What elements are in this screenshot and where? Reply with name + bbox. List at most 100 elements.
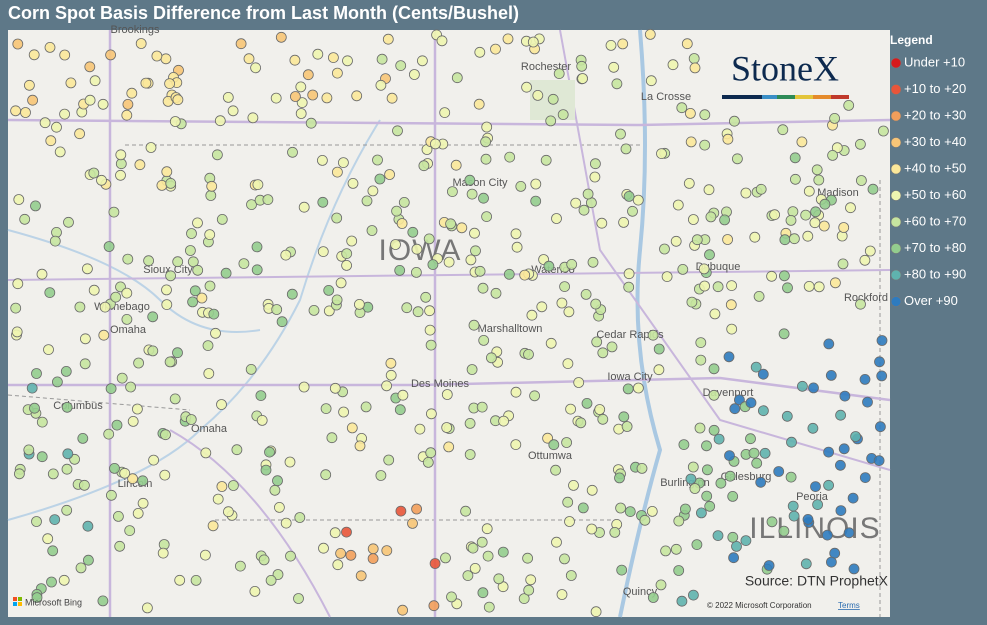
station-dot	[42, 533, 54, 545]
station-dot	[103, 428, 115, 440]
city-label: Cedar Rapids	[596, 329, 664, 341]
station-dot	[294, 512, 306, 523]
station-dot	[636, 462, 648, 474]
station-dot	[98, 329, 110, 341]
station-dot	[493, 573, 505, 585]
station-dot	[31, 516, 42, 527]
station-dot	[165, 270, 177, 282]
station-dot	[214, 115, 226, 127]
station-dot	[477, 587, 489, 599]
station-dot	[210, 327, 221, 339]
city-label: Columbus	[53, 400, 103, 412]
station-dot	[526, 309, 538, 321]
station-dot	[116, 372, 128, 384]
station-dot	[577, 73, 588, 84]
station-dot	[59, 108, 70, 120]
station-dot	[79, 479, 90, 491]
station-dot	[108, 206, 120, 218]
station-dot	[147, 311, 159, 323]
station-dot	[397, 604, 409, 616]
station-dot	[428, 600, 440, 612]
station-dot	[222, 92, 234, 103]
station-dot	[44, 42, 56, 53]
station-dot	[271, 304, 283, 315]
station-dot	[134, 159, 146, 171]
station-dot	[661, 271, 673, 283]
station-dot	[79, 358, 91, 370]
station-dot	[705, 211, 717, 223]
station-dot	[566, 258, 578, 270]
station-dot	[19, 213, 31, 225]
station-dot	[446, 591, 457, 603]
station-dot	[818, 220, 830, 232]
legend-label: Over +90	[904, 293, 958, 308]
station-dot	[246, 199, 257, 211]
station-dot	[207, 520, 219, 532]
station-dot	[611, 78, 623, 90]
station-dot	[540, 154, 552, 166]
station-dot	[414, 423, 426, 435]
station-dot	[766, 270, 777, 282]
station-dot	[372, 154, 383, 166]
station-dot	[172, 347, 183, 359]
station-dot	[800, 558, 812, 570]
station-dot	[59, 49, 71, 61]
station-dot	[703, 184, 715, 196]
station-dot	[192, 217, 203, 229]
station-dot	[790, 173, 801, 185]
station-dot	[755, 476, 767, 488]
station-dot	[680, 503, 691, 515]
station-dot	[424, 324, 436, 336]
station-dot	[490, 43, 501, 55]
station-dot	[483, 601, 495, 613]
legend-swatch	[890, 296, 902, 307]
station-dot	[530, 195, 542, 207]
station-dot	[429, 138, 441, 150]
station-dot	[287, 146, 298, 158]
station-dot	[810, 481, 821, 493]
station-dot	[614, 472, 625, 484]
station-dot	[203, 368, 215, 379]
station-dot	[439, 107, 451, 118]
station-dot	[190, 575, 202, 586]
station-dot	[810, 206, 821, 218]
station-dot	[133, 357, 145, 369]
station-dot	[485, 352, 497, 364]
station-dot	[749, 231, 761, 243]
station-dot	[61, 463, 73, 475]
station-dot	[687, 461, 699, 473]
station-dot	[295, 81, 307, 93]
station-dot	[264, 446, 275, 458]
station-dot	[293, 593, 304, 604]
station-dot	[727, 531, 739, 543]
legend-swatch	[890, 84, 902, 95]
station-dot	[660, 545, 671, 557]
station-dot	[390, 239, 401, 250]
station-dot	[597, 347, 609, 359]
station-dot	[196, 292, 208, 304]
station-dot	[740, 187, 752, 199]
station-dot	[446, 186, 458, 198]
station-dot	[61, 401, 73, 413]
station-dot	[504, 151, 516, 163]
station-dot	[391, 205, 403, 217]
station-dot	[829, 547, 841, 559]
station-dot	[856, 175, 867, 186]
terms-link[interactable]: Terms	[838, 601, 860, 610]
station-dot	[320, 469, 332, 481]
legend-label: +80 to +90	[904, 266, 966, 281]
station-dot	[691, 234, 703, 246]
station-dot	[562, 358, 574, 370]
station-dot	[174, 574, 186, 586]
station-dot	[750, 361, 762, 373]
station-dot	[755, 183, 767, 195]
station-dot	[298, 381, 310, 393]
station-dot	[708, 424, 720, 436]
station-dot	[623, 281, 635, 293]
legend-swatch	[890, 269, 902, 281]
station-dot	[876, 370, 888, 382]
station-dot	[568, 479, 579, 491]
station-dot	[839, 390, 851, 402]
station-dot	[99, 301, 111, 313]
station-dot	[385, 369, 397, 381]
